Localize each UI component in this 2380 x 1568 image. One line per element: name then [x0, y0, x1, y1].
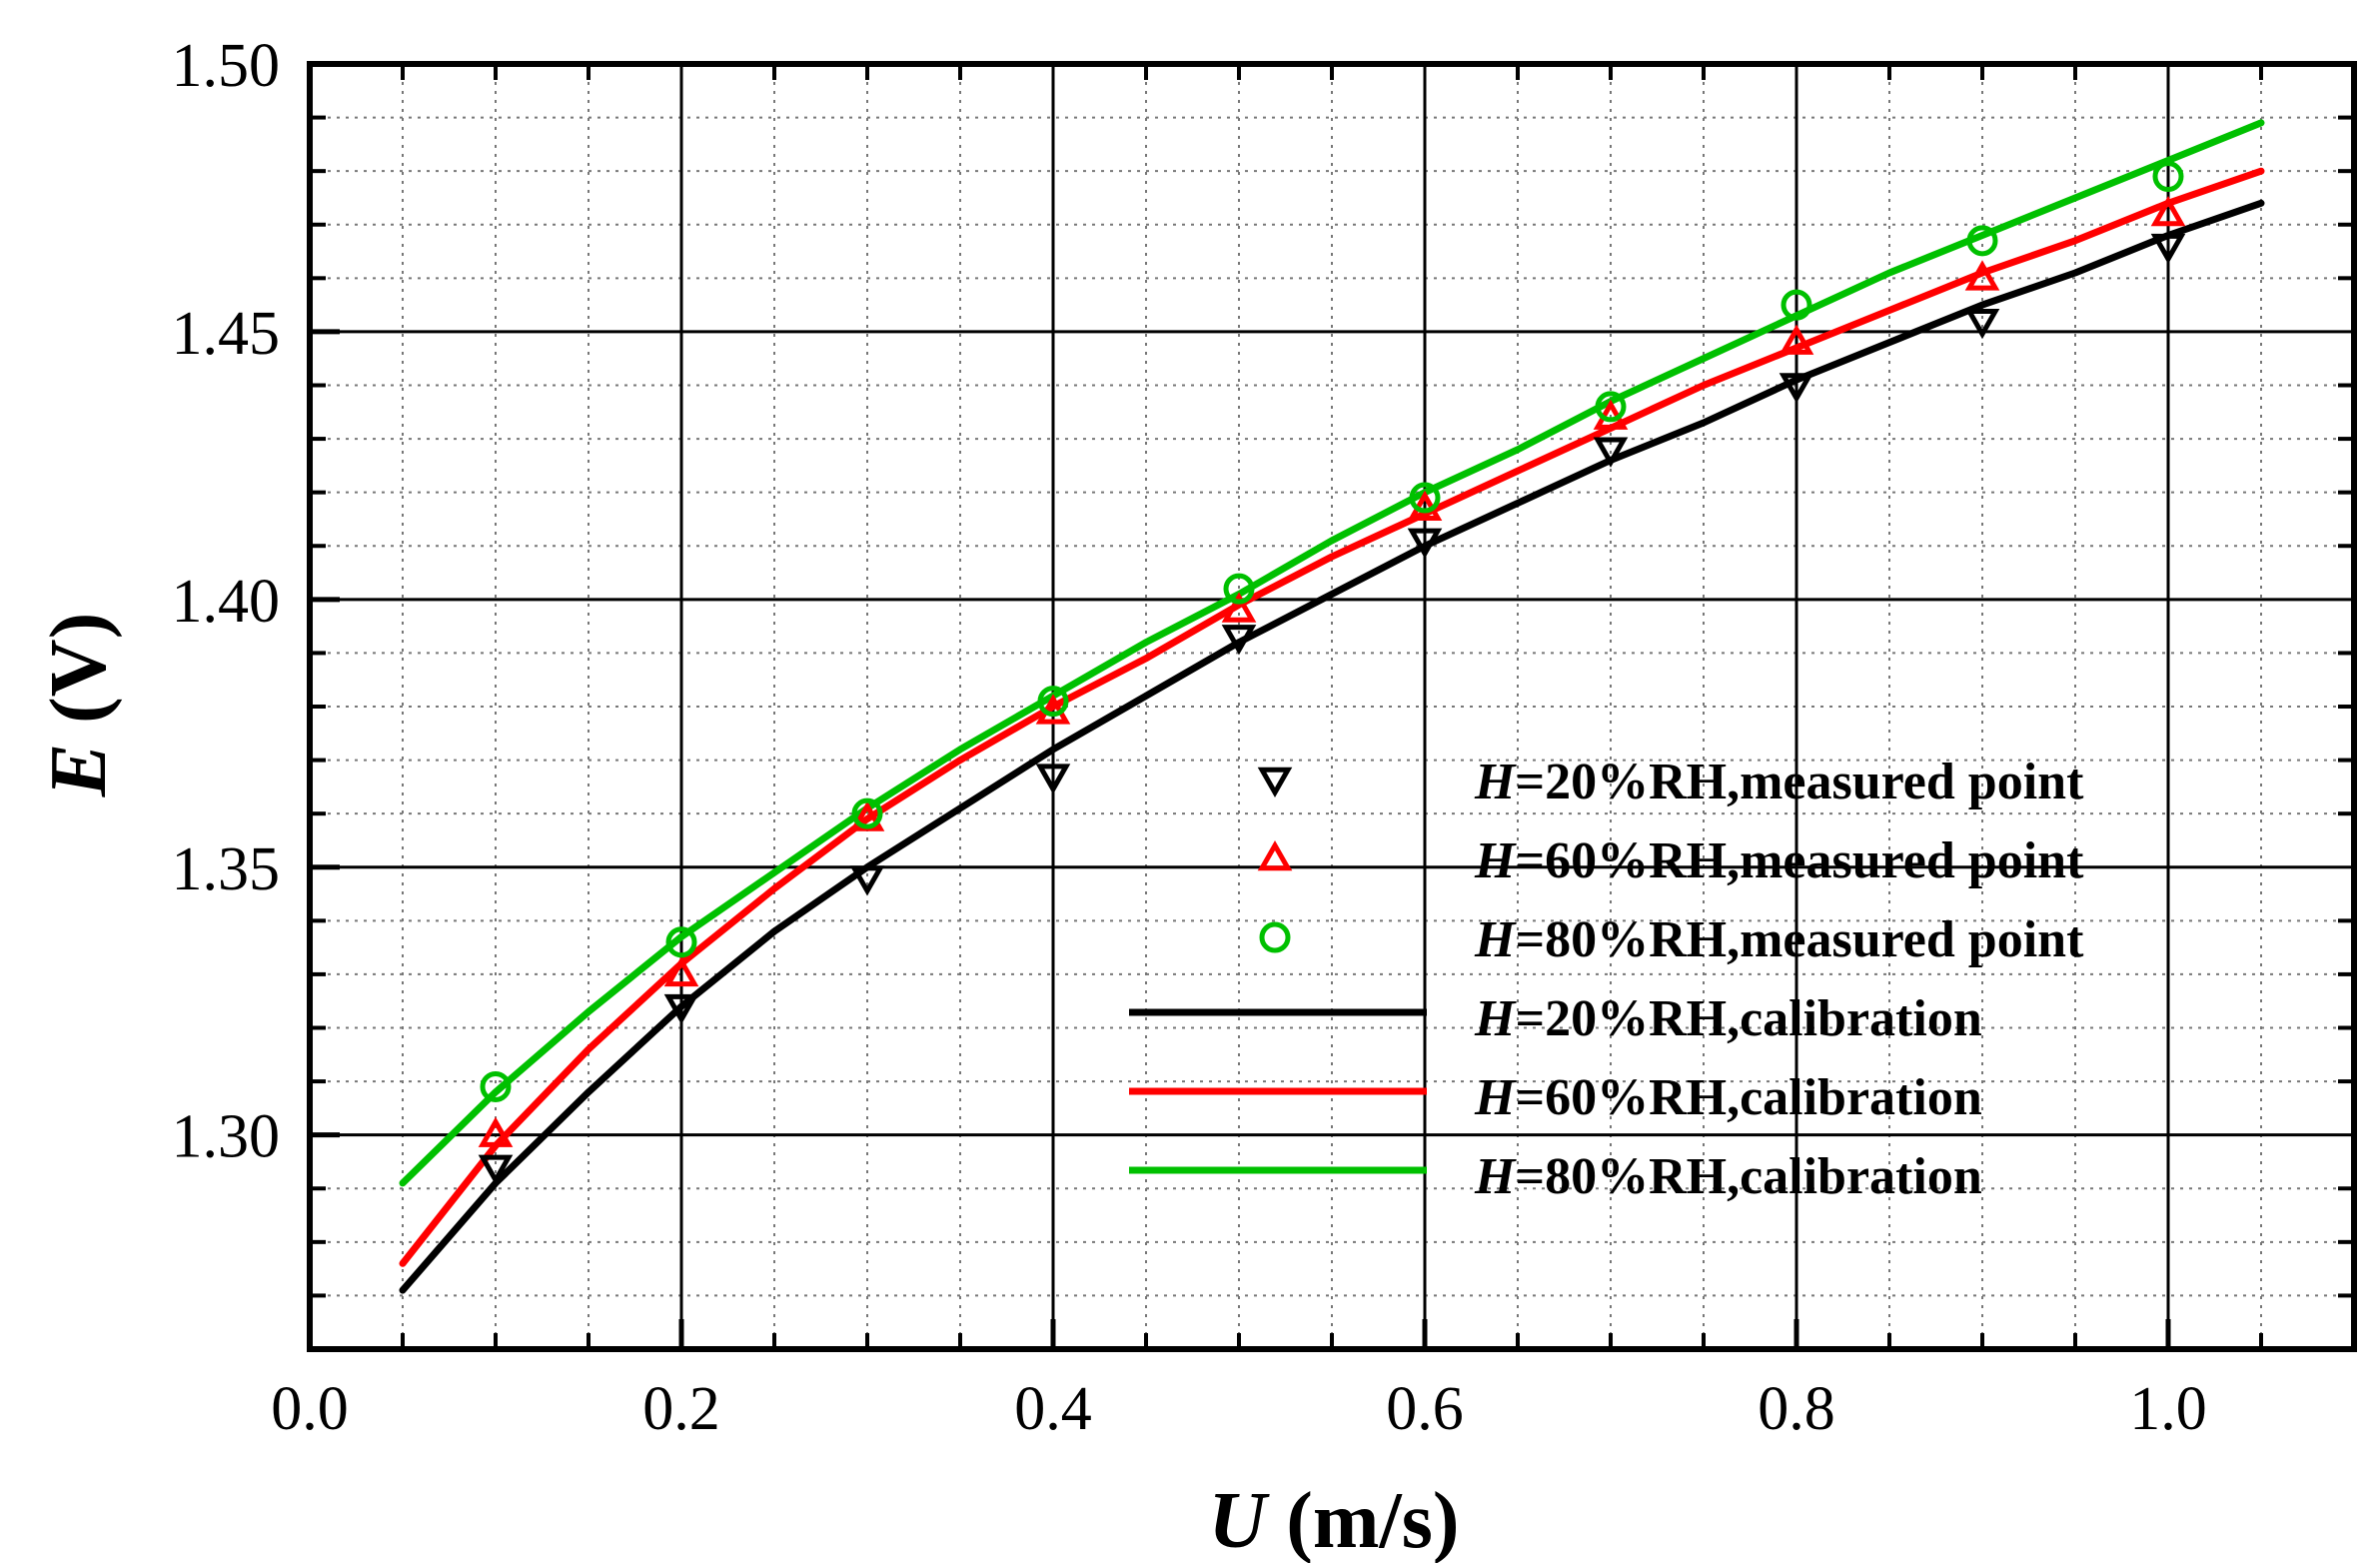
- x-axis-title: U (m/s): [1208, 1477, 1459, 1563]
- legend: H=20%RH,measured point H=60%RH,measured p…: [1129, 754, 2084, 1205]
- calibration-line-3: [399, 119, 2265, 1187]
- data-point-triangle-down: [1221, 625, 1257, 656]
- legend-label: H=20%RH,calibration: [1474, 990, 1982, 1047]
- plot-frame: [307, 61, 2357, 1352]
- data-point-triangle-up: [1779, 324, 1814, 355]
- data-point-triangle-up: [2150, 195, 2186, 227]
- major-gridlines: [310, 64, 2354, 1349]
- legend-label: H=60%RH,calibration: [1474, 1069, 1982, 1126]
- x-tick-label: 0.6: [1386, 1375, 1464, 1443]
- x-axis-title-unit: (m/s): [1266, 1477, 1459, 1563]
- y-axis-title: E (V): [35, 613, 123, 797]
- calibration-line-1: [399, 199, 2265, 1294]
- data-point-circle: [1409, 482, 1441, 514]
- calibration-lines: [399, 119, 2265, 1294]
- legend-marker: [1257, 839, 1293, 871]
- data-point-triangle-down: [1779, 373, 1814, 404]
- y-tick-label: 1.40: [172, 568, 281, 636]
- data-point-triangle-down: [1407, 528, 1443, 559]
- legend-label: H=20%RH,measured point: [1474, 754, 2084, 810]
- data-point-triangle-down: [849, 865, 885, 896]
- y-tick-label: 1.35: [172, 835, 281, 903]
- calibration-line-2: [399, 167, 2265, 1267]
- data-point-triangle-down: [1593, 437, 1629, 468]
- data-point-triangle-down: [1035, 764, 1071, 794]
- y-tick-label: 1.45: [172, 300, 281, 368]
- legend-label: H=60%RH,measured point: [1474, 832, 2084, 889]
- legend-marker: [1257, 767, 1293, 798]
- x-axis-title-symbol: U: [1208, 1477, 1270, 1563]
- minor-gridlines: [310, 64, 2354, 1349]
- data-point-circle: [1037, 686, 1069, 718]
- x-tick-label: 0.4: [1014, 1375, 1092, 1443]
- data-point-triangle-down: [1964, 308, 2000, 340]
- data-point-circle: [851, 797, 883, 829]
- legend-label: H=80%RH,measured point: [1474, 911, 2084, 968]
- data-point-circle: [1595, 391, 1627, 423]
- y-axis-title-unit: (V): [35, 613, 123, 744]
- y-tick-label: 1.30: [172, 1103, 281, 1171]
- legend-marker: [1259, 921, 1291, 953]
- legend-label: H=80%RH,calibration: [1474, 1148, 1982, 1205]
- y-tick-label: 1.50: [172, 32, 281, 100]
- x-tick-labels: 0.0 0.2 0.4 0.6 0.8 1.0: [271, 1375, 2207, 1443]
- data-point-circle: [1781, 289, 1812, 321]
- data-point-triangle-down: [478, 1154, 514, 1185]
- data-point-circle: [2152, 161, 2184, 193]
- data-point-circle: [665, 926, 697, 958]
- data-point-triangle-up: [663, 955, 699, 987]
- data-point-triangle-up: [1221, 592, 1257, 623]
- y-axis-title-symbol: E: [35, 744, 123, 797]
- data-point-triangle-up: [1964, 260, 2000, 291]
- x-tick-label: 0.2: [642, 1375, 720, 1443]
- measured-points: [478, 161, 2186, 1185]
- data-point-circle: [480, 1070, 512, 1102]
- x-tick-label: 1.0: [2129, 1375, 2207, 1443]
- x-tick-label: 0.8: [1758, 1375, 1835, 1443]
- x-tick-label: 0.0: [271, 1375, 349, 1443]
- data-point-triangle-down: [2150, 233, 2186, 265]
- data-point-circle: [1966, 225, 1998, 257]
- data-point-circle: [1223, 573, 1255, 605]
- y-tick-labels: 1.30 1.35 1.40 1.45 1.50: [172, 32, 281, 1171]
- data-point-triangle-up: [478, 1116, 514, 1147]
- data-point-triangle-down: [663, 993, 699, 1025]
